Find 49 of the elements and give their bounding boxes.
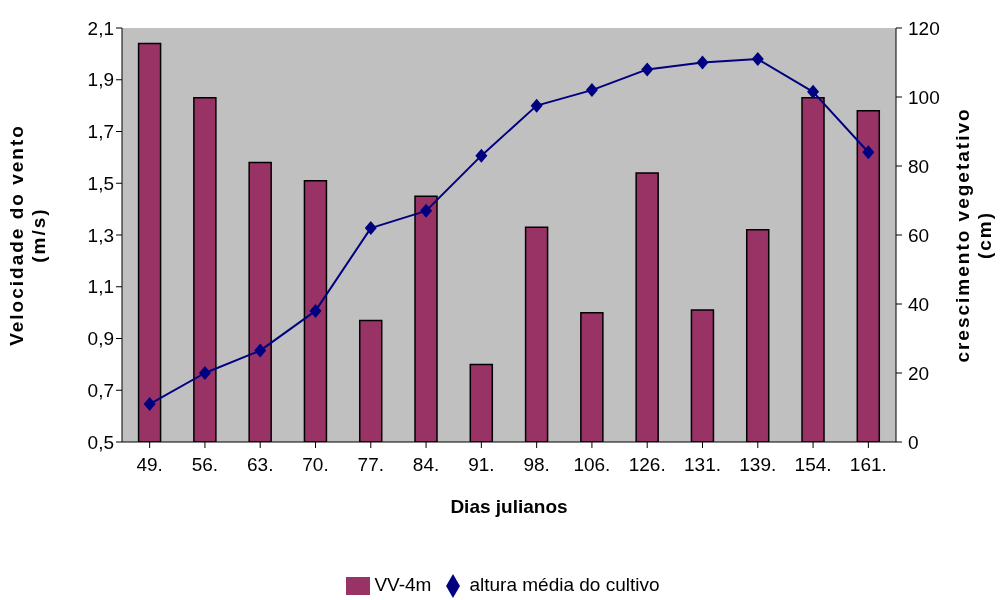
x-axis-title: Dias julianos [450, 496, 568, 518]
x-tick-label: 49. [136, 454, 163, 476]
y-tick-label: 1,3 [87, 224, 114, 246]
x-tick-label: 139. [739, 454, 777, 476]
point [254, 343, 267, 358]
x-tick-label: 70. [302, 454, 329, 476]
point [309, 303, 322, 318]
y-tick-label: 1,1 [87, 276, 114, 298]
x-tick-label: 131. [684, 454, 721, 476]
x-tick-label: 77. [357, 454, 384, 476]
point [585, 83, 598, 98]
y2-tick-label: 120 [908, 18, 940, 39]
y-tick-label: 2,1 [87, 17, 114, 39]
point [420, 203, 433, 218]
point [475, 148, 488, 163]
legend-label: VV-4m [374, 574, 432, 596]
y-tick-label: 1,9 [87, 69, 114, 91]
x-tick-label: 63. [247, 454, 274, 476]
y2-tick-label: 40 [908, 294, 930, 315]
y-tick-label: 1,5 [87, 172, 114, 194]
x-tick-label: 106. [573, 454, 611, 476]
y-axis-title: Velocidade do vento (m/s) [6, 124, 49, 346]
y2-tick-label: 20 [908, 363, 930, 384]
x-tick-label: 154. [794, 454, 832, 476]
point [696, 55, 709, 70]
point [862, 145, 875, 160]
point [807, 84, 820, 99]
x-tick-label: 161. [849, 454, 887, 476]
x-tick-label: 91. [468, 454, 495, 476]
point [364, 221, 377, 236]
y2-axis-title: crescimento vegetativo (cm) [952, 107, 995, 363]
point [641, 62, 654, 77]
point [143, 397, 156, 412]
y2-tick-label: 0 [908, 432, 919, 453]
y2-tick-label: 60 [908, 225, 930, 246]
point [530, 98, 543, 113]
y-tick-label: 0,7 [87, 379, 114, 401]
y-tick-label: 1,7 [87, 121, 114, 143]
x-tick-label: 126. [628, 454, 666, 476]
y-tick-label: 0,5 [87, 431, 114, 453]
y2-tick-label: 100 [908, 87, 940, 108]
legend-label: altura média do cultivo [469, 574, 660, 596]
point [751, 52, 764, 67]
x-tick-label: 56. [191, 454, 219, 476]
x-tick-label: 84. [412, 454, 440, 476]
point [198, 366, 211, 380]
x-tick-label: 98. [523, 454, 550, 476]
y-tick-label: 0,9 [87, 328, 114, 350]
y2-tick-label: 80 [908, 156, 930, 177]
